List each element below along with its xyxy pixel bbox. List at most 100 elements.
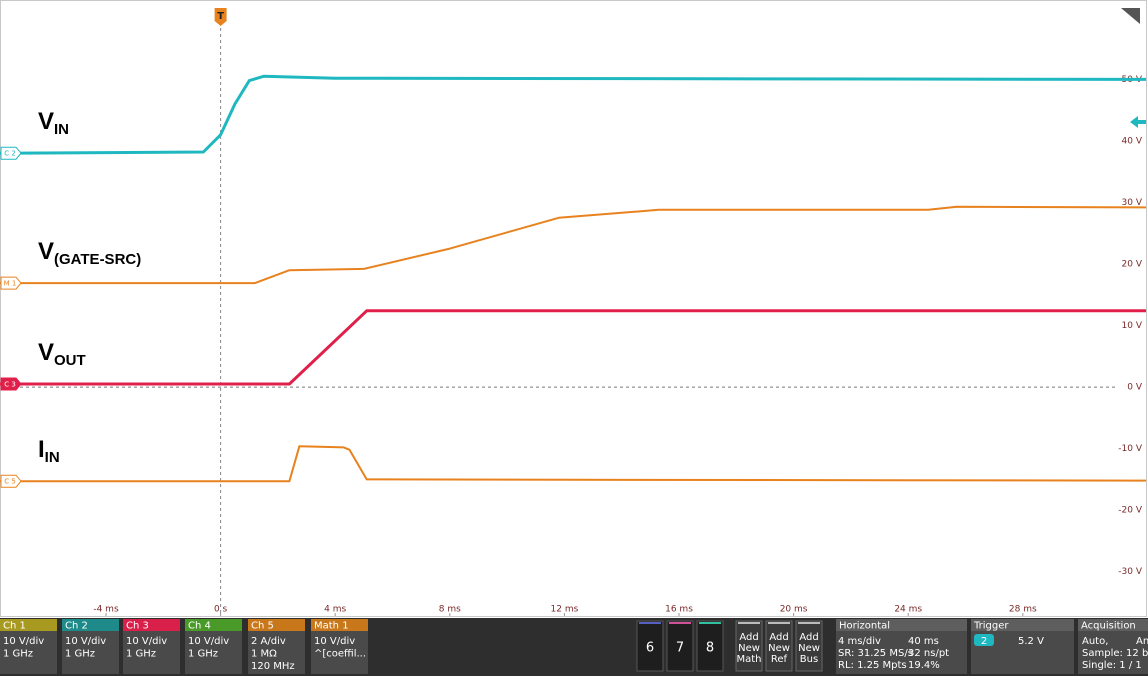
channel-setting: 10 V/div: [188, 636, 229, 647]
info-value: 5.2 V: [1018, 636, 1044, 647]
channel-badge: [0, 276, 22, 290]
channel-header-label: Ch 2: [65, 621, 88, 632]
y-tick-label: 40 V: [1122, 136, 1143, 146]
trace-label-sub: OUT: [54, 352, 86, 369]
channel-setting: ^[coeffil...: [314, 649, 366, 660]
trace-label-sub: (GATE-SRC): [54, 251, 141, 268]
channel-setting: 10 V/div: [65, 636, 106, 647]
ref-button-label: 8: [706, 641, 714, 656]
info-value: 19.4%: [908, 660, 940, 671]
y-tick-label: 20 V: [1122, 260, 1143, 270]
x-tick-label: 28 ms: [1009, 605, 1037, 615]
channel-badge-label: C 2: [4, 150, 16, 158]
info-value: Auto,: [1082, 636, 1108, 647]
y-tick-label: -10 V: [1118, 444, 1143, 454]
x-tick-label: 12 ms: [551, 605, 579, 615]
add-button-label: Add: [799, 632, 818, 643]
y-tick-label: 30 V: [1122, 198, 1143, 208]
add-button-label: New: [768, 643, 790, 654]
channel-header-label: Ch 1: [3, 621, 26, 632]
channel-header: [311, 619, 368, 631]
trace-label: VOUT: [38, 339, 86, 369]
x-tick-label: 24 ms: [894, 605, 922, 615]
channel-header-label: Ch 3: [126, 621, 149, 632]
channel-header: [123, 619, 180, 631]
channel-badge: [0, 377, 22, 391]
trace-label: IIN: [38, 437, 60, 467]
info-value: 32 ns/pt: [908, 648, 949, 659]
channel-header: [185, 619, 242, 631]
channel-header-label: Math 1: [314, 621, 349, 632]
channel-setting: 1 GHz: [188, 649, 218, 660]
ref-button-label: 6: [646, 641, 654, 656]
add-button[interactable]: [765, 620, 793, 672]
add-button[interactable]: [795, 620, 823, 672]
trace-label-sub: IN: [54, 121, 69, 138]
channel-header-label: Ch 5: [251, 621, 274, 632]
trace: [0, 309, 1146, 386]
add-button-label: Add: [739, 632, 758, 643]
info-title: Trigger: [973, 621, 1009, 632]
channel-badge: [0, 146, 22, 160]
plot-frame: [0, 0, 1147, 617]
channel-setting: 1 GHz: [126, 649, 156, 660]
channel-setting: 1 GHz: [3, 649, 33, 660]
ref-button[interactable]: [666, 620, 694, 672]
channel-badge-label: C 5: [4, 478, 16, 486]
x-tick-label: -4 ms: [93, 605, 119, 615]
add-button[interactable]: [735, 620, 763, 672]
channel-setting: 2 A/div: [251, 636, 286, 647]
info-title: Horizontal: [839, 621, 890, 632]
info-header: [971, 619, 1074, 631]
channel-header: [62, 619, 119, 631]
info-value: SR: 31.25 MS/s: [838, 648, 913, 659]
x-tick-label: 8 ms: [439, 605, 461, 615]
ref-button[interactable]: [696, 620, 724, 672]
info-value: Sample: 12 bit: [1082, 648, 1148, 659]
trace-label: V(GATE-SRC): [38, 238, 141, 268]
info-header: [836, 619, 967, 631]
trace-label-sub: IN: [45, 449, 60, 466]
add-button-label: Add: [769, 632, 788, 643]
ref-button[interactable]: [636, 620, 664, 672]
channel-setting: 120 MHz: [251, 661, 295, 672]
add-button-label: New: [798, 643, 820, 654]
add-button-label: New: [738, 643, 760, 654]
trace: [0, 445, 1147, 483]
channel-badge-label: M 1: [4, 280, 17, 288]
channel-setting: 10 V/div: [126, 636, 167, 647]
info-title: Acquisition: [1081, 621, 1136, 632]
channel-badge: [0, 474, 22, 488]
channel-setting: 10 V/div: [314, 636, 355, 647]
trigger-source-chip: [974, 634, 994, 646]
trace-label-main: V: [38, 109, 54, 136]
x-tick-label: 4 ms: [324, 605, 346, 615]
channel-badge-label: C 3: [4, 381, 16, 389]
trigger-label: T: [217, 11, 224, 22]
info-value: 4 ms/div: [838, 636, 881, 647]
corner-icon: [1121, 8, 1140, 24]
channel-header: [248, 619, 305, 631]
trace-label-main: V: [38, 238, 54, 265]
trigger-level-arrow: [1130, 116, 1146, 128]
add-button-label: Math: [736, 654, 761, 665]
channel-header: [0, 619, 57, 631]
ref-button-label: 7: [676, 641, 684, 656]
channel-setting: 1 MΩ: [251, 649, 277, 660]
trigger-flag: [214, 8, 227, 26]
info-value: 2: [981, 636, 987, 647]
y-tick-label: 10 V: [1122, 321, 1143, 331]
info-value: RL: 1.25 Mpts: [838, 660, 907, 671]
channel-header-label: Ch 4: [188, 621, 211, 632]
y-tick-label: -20 V: [1118, 506, 1143, 516]
y-tick-label: 0 V: [1127, 383, 1143, 393]
x-tick-label: 16 ms: [665, 605, 693, 615]
info-value: 40 ms: [908, 636, 939, 647]
trace: [0, 205, 1147, 285]
info-header: [1078, 619, 1148, 631]
trace: [0, 74, 1147, 155]
trace-label-main: V: [38, 339, 54, 366]
info-value: Single: 1 / 1: [1082, 660, 1142, 671]
x-tick-label: 20 ms: [780, 605, 808, 615]
